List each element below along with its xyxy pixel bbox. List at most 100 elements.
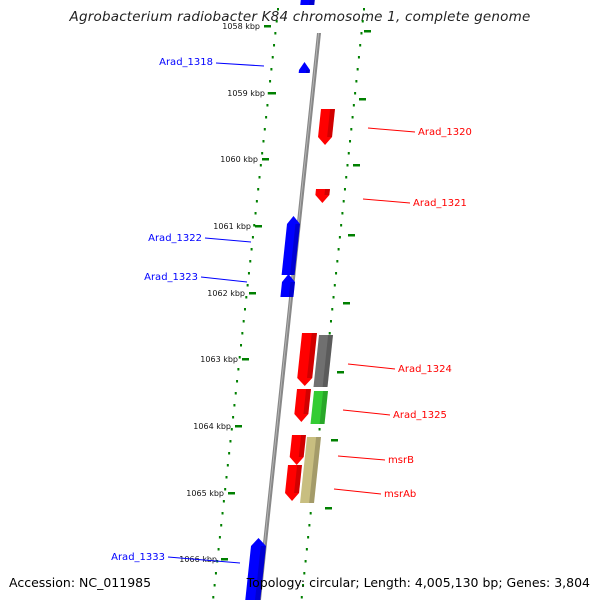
gene-leader-line bbox=[362, 198, 411, 204]
gene-features bbox=[245, 0, 335, 600]
guide-dot bbox=[347, 152, 350, 155]
guide-dot bbox=[224, 488, 227, 491]
guide-dot bbox=[213, 584, 216, 587]
guide-dot bbox=[269, 80, 272, 83]
guide-dot bbox=[355, 80, 358, 83]
tick-label: 1063 kbp bbox=[200, 355, 238, 364]
gene-label-arad-1318[interactable]: Arad_1318 bbox=[159, 57, 213, 68]
gene-arad-1333-feature-shade bbox=[255, 546, 266, 600]
guide-dot bbox=[267, 92, 270, 95]
khaki-feature[interactable] bbox=[300, 437, 321, 503]
gene-leader-line bbox=[342, 409, 391, 416]
guide-dot bbox=[249, 260, 252, 263]
gene-label-arad-1324[interactable]: Arad_1324 bbox=[398, 364, 452, 375]
tick-mark bbox=[343, 302, 350, 305]
guide-dot bbox=[232, 416, 235, 419]
guide-dot bbox=[332, 296, 335, 299]
guide-dot bbox=[257, 188, 260, 191]
guide-dot bbox=[242, 320, 245, 323]
gene-arad-1320-feature[interactable] bbox=[318, 109, 335, 145]
kbp-ticks: 1058 kbp 1059 kbp 1060 kbp 1061 kbp 1062 kbp… bbox=[179, 22, 371, 564]
guide-dot bbox=[307, 536, 310, 539]
gene-msrb-feature[interactable] bbox=[289, 435, 306, 465]
gene-label-msrab[interactable]: msrAb bbox=[384, 489, 416, 500]
guide-dot bbox=[228, 452, 231, 455]
guide-dot bbox=[331, 308, 334, 311]
tick-mark bbox=[262, 158, 269, 161]
gene-arad-1333-feature[interactable] bbox=[245, 538, 266, 600]
guide-dot bbox=[273, 44, 276, 47]
guide-dot bbox=[265, 116, 268, 119]
gene-label-arad-1333[interactable]: Arad_1333 bbox=[111, 552, 165, 563]
guide-dot bbox=[275, 20, 278, 23]
guide-dot bbox=[277, 8, 279, 11]
tick-mark bbox=[249, 292, 256, 295]
guide-dot bbox=[361, 20, 364, 23]
green-feature-shade bbox=[319, 391, 328, 424]
guide-dot bbox=[352, 104, 355, 107]
guide-dot bbox=[342, 200, 345, 203]
gene-leader-line bbox=[333, 488, 382, 495]
guide-dot bbox=[241, 332, 244, 335]
guide-dot bbox=[250, 248, 253, 251]
gene-arad-1317-partial[interactable] bbox=[300, 0, 315, 5]
tick-label: 1062 kbp bbox=[207, 289, 245, 298]
guide-dot bbox=[246, 284, 249, 287]
guide-dot bbox=[363, 8, 365, 11]
gray-feature[interactable] bbox=[313, 335, 333, 387]
guide-dot bbox=[261, 152, 264, 155]
guide-dot bbox=[237, 368, 240, 371]
gene-label-arad-1325[interactable]: Arad_1325 bbox=[393, 410, 447, 421]
guide-dot bbox=[238, 356, 241, 359]
guide-dot bbox=[230, 428, 233, 431]
gene-label-msrb[interactable]: msrB bbox=[388, 455, 414, 466]
green-feature[interactable] bbox=[310, 391, 328, 424]
tick-label: 1064 kbp bbox=[193, 422, 231, 431]
tick-label: 1058 kbp bbox=[222, 22, 260, 31]
gene-arad-1324-feature[interactable] bbox=[297, 333, 317, 386]
tick-mark bbox=[269, 92, 276, 95]
gene-arad-1318-feature-shade bbox=[305, 70, 310, 73]
guide-dot bbox=[255, 200, 258, 203]
guide-dot bbox=[270, 68, 273, 71]
guide-dot bbox=[302, 584, 305, 587]
guide-dot bbox=[341, 212, 344, 215]
guide-dot bbox=[360, 32, 363, 35]
map-title: Agrobacterium radiobacter K84 chromosome… bbox=[69, 9, 531, 25]
gene-arad-1317-partial-shade bbox=[309, 0, 315, 5]
gene-label-arad-1322[interactable]: Arad_1322 bbox=[148, 233, 202, 244]
tick-mark bbox=[221, 558, 228, 561]
guide-dot bbox=[233, 404, 236, 407]
guide-dot bbox=[266, 104, 269, 107]
gene-msrab-feature[interactable] bbox=[285, 465, 302, 501]
guide-dot bbox=[212, 596, 215, 599]
tick-label: 1065 kbp bbox=[186, 489, 224, 498]
guide-dot bbox=[337, 248, 340, 251]
tick-label: 1059 kbp bbox=[227, 89, 265, 98]
tick-mark bbox=[228, 492, 235, 495]
guide-dot bbox=[305, 548, 308, 551]
tick-mark bbox=[331, 439, 338, 442]
gene-arad-1321-feature[interactable] bbox=[315, 189, 330, 203]
gene-label-arad-1320[interactable]: Arad_1320 bbox=[418, 127, 472, 138]
guide-dot bbox=[328, 332, 331, 335]
gene-arad-1321-feature-shade bbox=[324, 189, 330, 195]
gene-arad-1318-feature[interactable] bbox=[298, 62, 310, 73]
gene-arad-1323-feature[interactable] bbox=[280, 274, 295, 297]
guide-dot bbox=[245, 296, 248, 299]
gene-label-arad-1323[interactable]: Arad_1323 bbox=[144, 272, 198, 283]
topology-text: Topology: circular; Length: 4,005,130 bp… bbox=[246, 575, 590, 590]
gene-arad-1322-feature[interactable] bbox=[281, 216, 300, 275]
tick-mark bbox=[235, 425, 242, 428]
guide-dot bbox=[225, 476, 228, 479]
gene-arad-1325-feature[interactable] bbox=[294, 389, 311, 422]
guide-dot bbox=[336, 260, 339, 263]
gene-leader-line bbox=[204, 237, 252, 243]
tick-mark bbox=[255, 225, 262, 228]
guide-dot bbox=[309, 512, 312, 515]
guide-dot bbox=[271, 56, 274, 59]
guide-dot bbox=[240, 344, 243, 347]
guide-dot bbox=[300, 596, 303, 599]
gene-label-arad-1321[interactable]: Arad_1321 bbox=[413, 198, 467, 209]
guide-dot bbox=[221, 512, 224, 515]
